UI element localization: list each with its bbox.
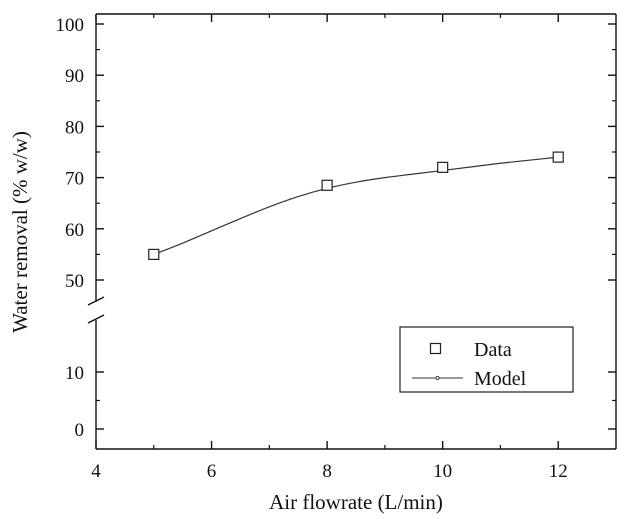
y-tick-label: 70 [65, 169, 84, 190]
x-axis: 4 6 8 10 12 [91, 14, 568, 482]
y-tick-label: 50 [65, 271, 84, 292]
y-tick-label: 80 [65, 117, 84, 138]
y-tick-label: 100 [56, 15, 85, 36]
plot-series [148, 151, 564, 260]
legend-data-label: Data [474, 339, 512, 361]
data-point [552, 151, 564, 163]
legend-data-marker [429, 342, 442, 355]
x-tick-label: 4 [91, 461, 101, 482]
y-tick-label: 90 [65, 66, 84, 87]
legend-box [399, 326, 574, 393]
data-point [321, 179, 333, 191]
x-axis-title: Air flowrate (L/min) [269, 490, 443, 514]
y-axis-title: Water removal (% w/w) [8, 131, 32, 333]
data-point [437, 161, 449, 173]
y-tick-label: 10 [65, 363, 84, 384]
data-point [148, 248, 160, 260]
y-tick-label: 60 [65, 220, 84, 241]
plot-frame [87, 13, 617, 450]
legend-model-marker [435, 375, 440, 381]
x-tick-label: 6 [207, 461, 217, 482]
y-tick-label: 0 [75, 420, 85, 441]
legend-model-label: Model [474, 368, 527, 390]
x-tick-label: 12 [549, 461, 568, 482]
axis-break-mark [87, 314, 105, 324]
x-tick-label: 10 [433, 461, 452, 482]
axis-break-mark [87, 296, 105, 306]
model-line [153, 156, 559, 255]
x-tick-label: 8 [322, 461, 332, 482]
legend: Data Model [399, 326, 574, 393]
y-axis: 0 10 50 60 70 80 90 100 [56, 15, 616, 441]
